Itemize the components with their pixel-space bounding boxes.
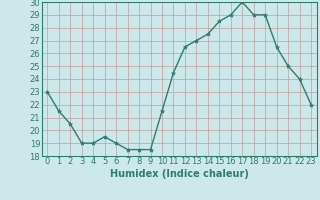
X-axis label: Humidex (Indice chaleur): Humidex (Indice chaleur): [110, 169, 249, 179]
